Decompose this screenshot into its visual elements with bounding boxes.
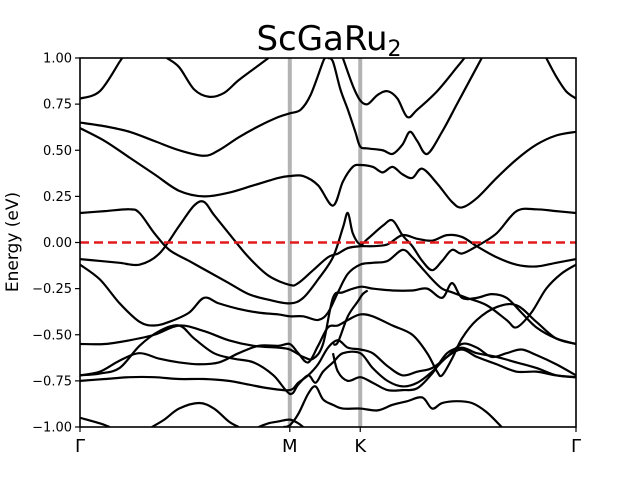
kpoint-label: Γ	[571, 436, 581, 457]
band-line-2	[80, 127, 576, 209]
y-tick-label: −0.75	[32, 374, 72, 389]
y-tick-label: 1.00	[43, 52, 72, 67]
band-line-15	[151, 401, 240, 427]
y-axis-label: Energy (eV)	[3, 192, 23, 292]
band-line-4	[327, 58, 483, 156]
band-line-1	[166, 58, 270, 98]
band-line-5	[341, 58, 466, 119]
band-line-16	[258, 418, 304, 427]
band-line-13	[80, 324, 576, 396]
y-tick-label: −0.25	[32, 282, 72, 297]
chart-title-main: ScGaRu	[256, 19, 387, 59]
y-tick-label: 0.75	[43, 98, 72, 113]
y-tick-label: 0.25	[43, 190, 72, 205]
band-line-18	[331, 346, 576, 392]
band-line-11	[80, 302, 576, 378]
band-line-0	[80, 58, 124, 100]
kpoint-label: M	[282, 436, 298, 457]
band-line-6	[545, 58, 576, 100]
y-tick-label: −1.00	[32, 421, 72, 436]
band-line-8	[80, 200, 576, 287]
y-tick-label: 0.00	[43, 236, 72, 251]
band-line-19	[332, 289, 369, 346]
kpoint-label: Γ	[75, 436, 85, 457]
band-line-7	[80, 207, 576, 305]
chart-title: ScGaRu2	[256, 19, 401, 62]
kpoint-label: K	[354, 436, 367, 457]
y-tick-label: −0.50	[32, 328, 72, 343]
chart-title-subscript: 2	[388, 37, 402, 62]
band-line-3	[80, 58, 327, 157]
y-tick-label: 0.50	[43, 144, 72, 159]
plot-area: −1.00 −0.75 −0.50 −0.25 0.00 0.25 0.50 0.75 1.00…	[32, 52, 581, 458]
band-line-10	[80, 281, 576, 361]
band-line-14	[80, 416, 111, 427]
band-line-17	[283, 385, 503, 427]
bands-group	[80, 58, 576, 427]
